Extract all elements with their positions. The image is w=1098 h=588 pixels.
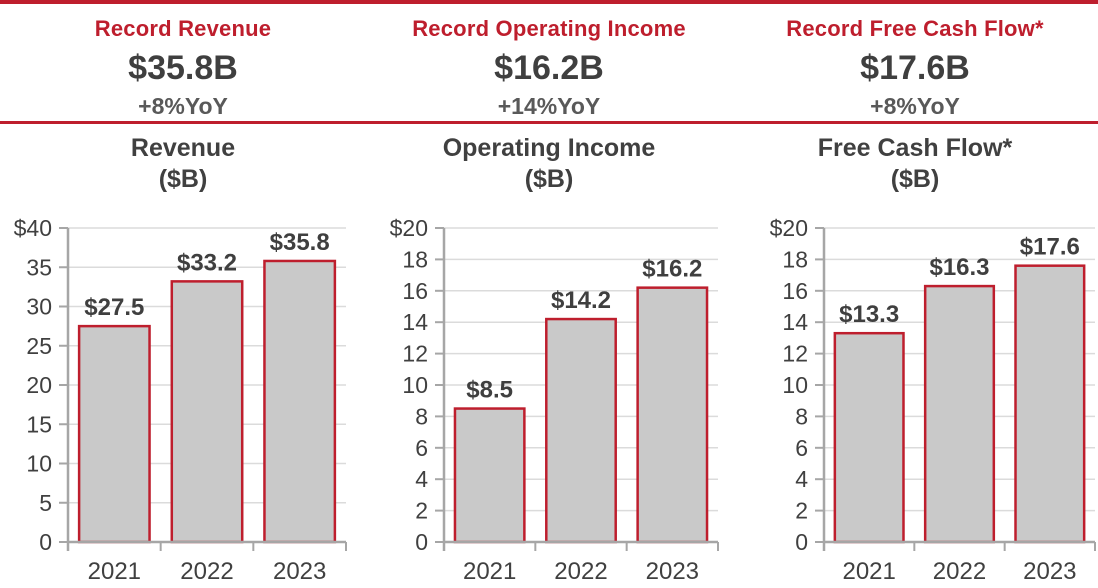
kpi-header: Record Revenue $35.8B +8%YoY Record Oper… xyxy=(0,4,1098,121)
x-axis-label: 2022 xyxy=(554,558,607,585)
bar-value-label: $35.8 xyxy=(270,229,330,256)
y-axis-label: 5 xyxy=(39,490,52,516)
chart-title-line2: ($B) xyxy=(890,165,940,193)
x-axis-label: 2021 xyxy=(842,558,895,585)
y-axis-label: 10 xyxy=(402,372,428,398)
y-axis-label: $40 xyxy=(14,216,52,241)
bar-value-label: $13.3 xyxy=(839,301,899,328)
y-axis-label: 12 xyxy=(782,341,808,367)
bar-value-label: $33.2 xyxy=(177,249,237,276)
bar-value-label: $14.2 xyxy=(551,287,611,314)
chart-title: Revenue ($B) xyxy=(131,133,235,195)
y-axis-label: $20 xyxy=(770,216,808,241)
y-axis-label: 16 xyxy=(782,278,808,304)
bar-2023 xyxy=(263,259,337,544)
y-axis-label: 4 xyxy=(795,466,808,492)
kpi-card-operating-income: Record Operating Income $16.2B +14%YoY xyxy=(366,4,732,121)
kpi-yoy: +8%YoY xyxy=(138,93,228,119)
y-axis-label: 20 xyxy=(26,372,52,398)
bar-value-label: $16.2 xyxy=(642,256,702,283)
y-axis-label: $20 xyxy=(390,216,428,241)
chart-title-line2: ($B) xyxy=(524,165,574,193)
x-axis-label: 2021 xyxy=(463,558,516,585)
y-axis-label: 8 xyxy=(415,403,428,429)
kpi-yoy: +8%YoY xyxy=(870,93,960,119)
bar-value-label: $8.5 xyxy=(466,377,513,404)
kpi-value: $35.8B xyxy=(128,49,238,87)
chart-cell-free-cash-flow: Free Cash Flow* ($B) $13.3 2021 $16.3 2022 $… xyxy=(732,124,1098,588)
y-axis-label: 6 xyxy=(795,435,808,461)
chart-title-line1: Revenue xyxy=(130,134,236,162)
y-axis-label: 10 xyxy=(26,451,52,477)
chart-title-line1: Free Cash Flow* xyxy=(817,134,1013,162)
y-axis-label: 30 xyxy=(26,294,52,320)
chart-title: Free Cash Flow* ($B) xyxy=(818,133,1013,195)
y-axis-label: 35 xyxy=(26,254,52,280)
y-axis-label: 18 xyxy=(402,246,428,272)
top-red-rule xyxy=(0,0,1098,4)
y-axis-label: 16 xyxy=(402,278,428,304)
charts-row: Revenue ($B) $27.5 2021 $33.2 2022 $35.8 2023… xyxy=(0,124,1098,588)
free-cash-flow-bar-chart: $13.3 2021 $16.3 2022 $17.6 2023 $20 18 16 14 12 10… xyxy=(770,216,1096,585)
chart-title: Operating Income ($B) xyxy=(443,133,656,195)
y-axis-label: 4 xyxy=(415,466,428,492)
kpi-value: $17.6B xyxy=(860,49,970,87)
y-axis-label: 0 xyxy=(39,529,52,555)
x-axis-label: 2022 xyxy=(180,558,233,585)
bar-2022 xyxy=(545,317,617,544)
y-axis-label: 0 xyxy=(415,529,428,555)
x-axis-label: 2022 xyxy=(933,558,986,585)
kpi-card-revenue: Record Revenue $35.8B +8%YoY xyxy=(0,4,366,121)
bar-2023 xyxy=(1014,264,1086,544)
chart-title-line2: ($B) xyxy=(158,165,208,193)
y-axis-label: 12 xyxy=(402,341,428,367)
bar-value-label: $16.3 xyxy=(929,254,989,281)
kpi-title: Record Revenue xyxy=(94,16,272,41)
y-axis-label: 15 xyxy=(26,411,52,437)
y-axis-label: 8 xyxy=(795,403,808,429)
y-axis-label: 2 xyxy=(795,498,808,524)
y-axis-label: 14 xyxy=(782,309,808,335)
bar-2021 xyxy=(77,324,151,544)
bar-2021 xyxy=(453,407,526,544)
revenue-bar-chart: $27.5 2021 $33.2 2022 $35.8 2023 $40 35 30 25 20 15… xyxy=(14,216,347,585)
chart-cell-operating-income: Operating Income ($B) $8.5 2021 $14.2 2022 $… xyxy=(366,124,732,588)
bar-2023 xyxy=(636,286,709,544)
chart-cell-revenue: Revenue ($B) $27.5 2021 $33.2 2022 $35.8 2023… xyxy=(0,124,366,588)
kpi-title: Record Free Cash Flow* xyxy=(786,16,1044,41)
bar-2022 xyxy=(923,284,996,544)
y-axis-label: 6 xyxy=(415,435,428,461)
bar-2022 xyxy=(170,280,244,544)
y-axis-label: 2 xyxy=(415,498,428,524)
operating-income-bar-chart: $8.5 2021 $14.2 2022 $16.2 2023 $20 18 16 14 12 10 8… xyxy=(390,216,719,585)
kpi-value: $16.2B xyxy=(494,49,604,87)
y-axis-label: 0 xyxy=(795,529,808,555)
bar-2021 xyxy=(833,331,905,544)
x-axis-label: 2023 xyxy=(646,558,699,585)
chart-title-line1: Operating Income xyxy=(442,134,656,162)
y-axis-label: 10 xyxy=(782,372,808,398)
x-axis-label: 2023 xyxy=(1023,558,1076,585)
y-axis-label: 14 xyxy=(402,309,428,335)
y-axis-label: 25 xyxy=(26,333,52,359)
header-divider-rule xyxy=(0,121,1098,124)
kpi-yoy: +14%YoY xyxy=(497,93,601,119)
kpi-title: Record Operating Income xyxy=(412,16,686,41)
x-axis-label: 2021 xyxy=(88,558,141,585)
bar-value-label: $27.5 xyxy=(84,294,144,321)
x-axis-label: 2023 xyxy=(273,558,326,585)
y-axis-label: 18 xyxy=(782,246,808,272)
kpi-card-free-cash-flow: Record Free Cash Flow* $17.6B +8%YoY xyxy=(732,4,1098,121)
bar-value-label: $17.6 xyxy=(1020,234,1080,261)
